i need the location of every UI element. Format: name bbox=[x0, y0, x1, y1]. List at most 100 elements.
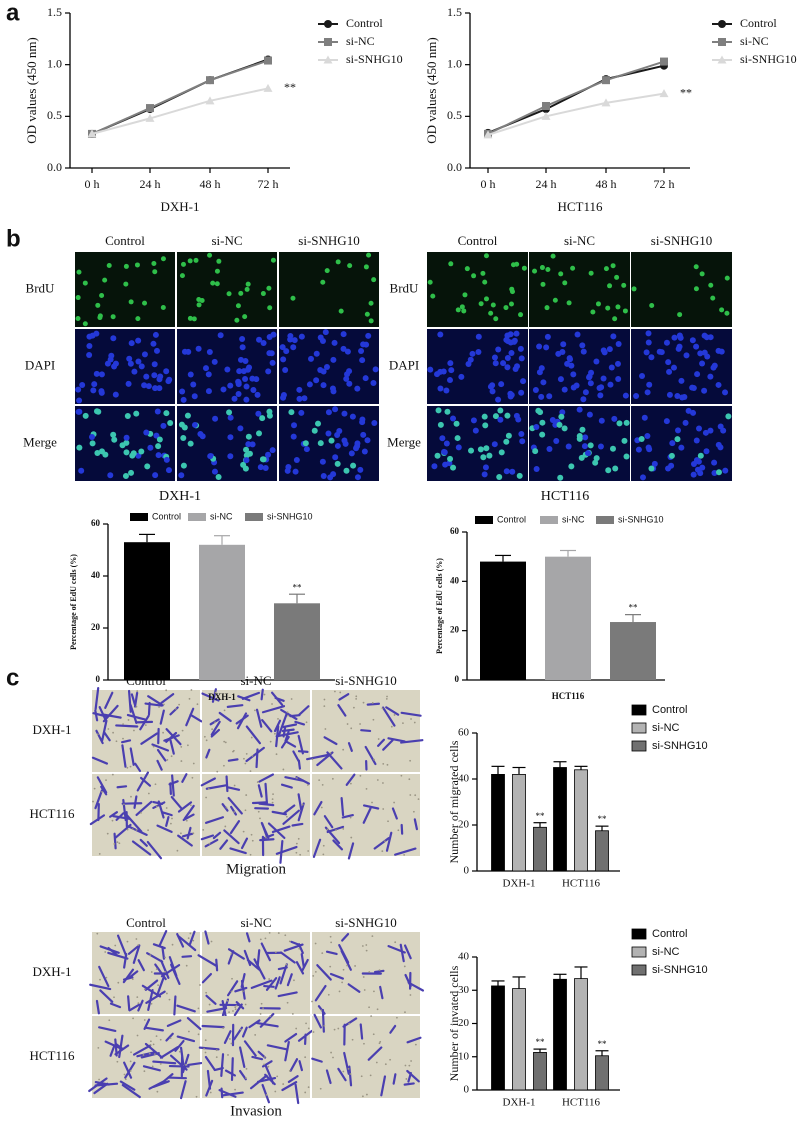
pore bbox=[381, 707, 384, 710]
nucleus bbox=[332, 454, 339, 461]
pore bbox=[113, 843, 116, 845]
nucleus bbox=[490, 302, 496, 308]
panel-label: c bbox=[6, 664, 19, 691]
nucleus bbox=[631, 286, 637, 292]
pore bbox=[342, 828, 345, 830]
cell bbox=[343, 1051, 350, 1075]
cell bbox=[377, 738, 386, 747]
pore bbox=[115, 740, 118, 743]
cell bbox=[181, 773, 188, 783]
nucleus bbox=[538, 393, 545, 400]
nucleus bbox=[98, 448, 105, 455]
nucleus bbox=[107, 472, 114, 479]
nucleus bbox=[707, 334, 714, 341]
nucleus bbox=[509, 468, 516, 475]
nucleus bbox=[362, 375, 369, 382]
pore bbox=[312, 975, 315, 977]
legend-swatch bbox=[631, 928, 647, 940]
nucleus bbox=[327, 474, 334, 481]
pore bbox=[234, 1088, 236, 1091]
column-label: Control bbox=[458, 233, 498, 248]
cell bbox=[205, 748, 211, 759]
cell bbox=[123, 952, 128, 969]
pore bbox=[409, 794, 412, 796]
nucleus bbox=[444, 408, 451, 415]
cell bbox=[134, 762, 142, 773]
nucleus bbox=[207, 252, 213, 258]
cell bbox=[292, 750, 300, 762]
nucleus bbox=[605, 305, 611, 311]
cell bbox=[297, 802, 305, 822]
error-bar bbox=[625, 614, 641, 623]
nucleus bbox=[330, 356, 337, 363]
nucleus bbox=[488, 310, 494, 316]
nucleus bbox=[609, 445, 616, 452]
pore bbox=[239, 1028, 242, 1031]
nucleus bbox=[227, 414, 234, 421]
pore bbox=[122, 737, 124, 740]
pore bbox=[286, 1001, 289, 1004]
x-axis-label: HCT116 bbox=[557, 199, 603, 214]
y-tick-label: 30 bbox=[458, 984, 470, 996]
pore bbox=[375, 1061, 378, 1064]
nucleus bbox=[701, 332, 708, 339]
cell bbox=[265, 977, 278, 991]
nucleus bbox=[102, 277, 108, 283]
error-bar bbox=[595, 1050, 609, 1056]
nucleus bbox=[163, 456, 170, 463]
cell bbox=[281, 1081, 298, 1092]
nucleus bbox=[346, 380, 353, 387]
cell bbox=[96, 776, 108, 794]
nucleus bbox=[290, 295, 296, 301]
legend-label: si-NC bbox=[562, 514, 585, 524]
pore bbox=[108, 1019, 111, 1022]
cell bbox=[256, 1021, 279, 1028]
legend-swatch bbox=[631, 722, 647, 734]
nucleus bbox=[178, 472, 185, 479]
cell bbox=[366, 702, 381, 706]
cell bbox=[280, 783, 293, 789]
pore bbox=[307, 850, 310, 852]
nucleus bbox=[546, 446, 553, 453]
pore bbox=[271, 703, 273, 705]
nucleus bbox=[334, 442, 341, 449]
cell bbox=[144, 702, 163, 707]
pore bbox=[144, 724, 147, 726]
cell bbox=[281, 728, 295, 733]
cell bbox=[132, 1044, 152, 1056]
pore bbox=[412, 810, 415, 813]
nucleus bbox=[187, 258, 193, 264]
pore bbox=[244, 1077, 247, 1079]
cell bbox=[168, 956, 178, 977]
nucleus bbox=[76, 408, 83, 415]
nucleus bbox=[282, 367, 289, 374]
marker bbox=[146, 104, 154, 113]
pore bbox=[189, 932, 192, 935]
cell bbox=[181, 955, 193, 958]
nucleus bbox=[715, 381, 722, 388]
cell bbox=[362, 807, 372, 824]
cell bbox=[275, 845, 298, 855]
cell bbox=[313, 800, 323, 816]
nucleus bbox=[106, 263, 112, 269]
nucleus bbox=[344, 371, 351, 378]
cell bbox=[243, 949, 252, 967]
nucleus bbox=[699, 271, 705, 277]
pore bbox=[157, 984, 160, 987]
nucleus bbox=[354, 385, 361, 392]
nucleus bbox=[133, 410, 140, 417]
nucleus bbox=[266, 412, 273, 419]
legend-marker bbox=[718, 20, 726, 28]
nucleus bbox=[580, 396, 587, 403]
cell bbox=[294, 1083, 300, 1105]
pore bbox=[304, 1056, 307, 1059]
nucleus bbox=[593, 455, 600, 462]
cell bbox=[221, 1091, 244, 1097]
nucleus bbox=[322, 329, 329, 336]
cell bbox=[260, 821, 270, 839]
y-tick-label: 20 bbox=[458, 819, 470, 831]
pore bbox=[135, 938, 138, 940]
cell bbox=[261, 705, 286, 714]
nucleus bbox=[245, 433, 252, 440]
nucleus bbox=[442, 461, 449, 468]
